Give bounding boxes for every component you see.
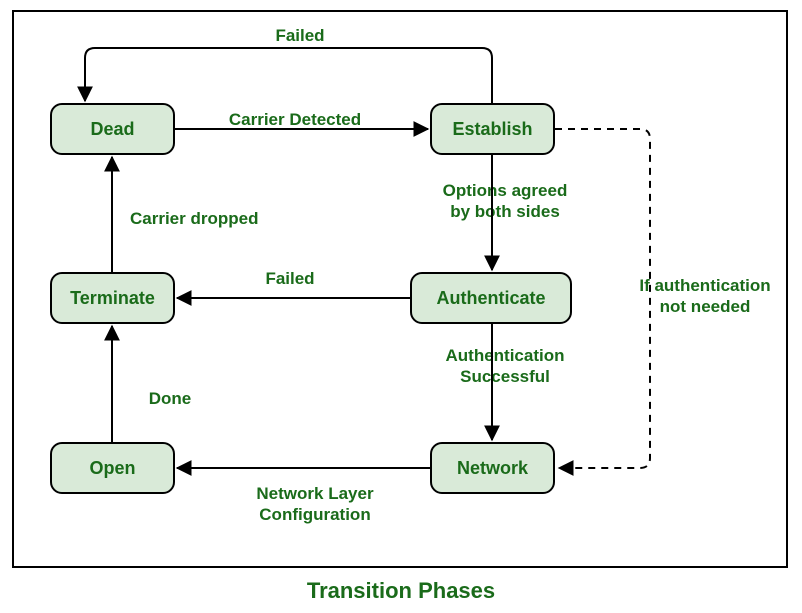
label-options-agreed: Options agreedby both sides <box>395 180 615 223</box>
node-network: Network <box>430 442 555 494</box>
label-failed-auth: Failed <box>230 268 350 289</box>
node-establish: Establish <box>430 103 555 155</box>
node-dead: Dead <box>50 103 175 155</box>
label-carrier-detected: Carrier Detected <box>195 109 395 130</box>
node-open: Open <box>50 442 175 494</box>
diagram-title: Transition Phases <box>0 578 802 604</box>
label-done: Done <box>130 388 210 409</box>
label-failed-top: Failed <box>250 25 350 46</box>
node-terminate: Terminate <box>50 272 175 324</box>
label-auth-successful: AuthenticationSuccessful <box>395 345 615 388</box>
label-network-layer: Network LayerConfiguration <box>205 483 425 526</box>
label-carrier-dropped: Carrier dropped <box>130 208 300 229</box>
label-auth-not-needed: If authenticationnot needed <box>615 275 795 318</box>
node-authenticate: Authenticate <box>410 272 572 324</box>
